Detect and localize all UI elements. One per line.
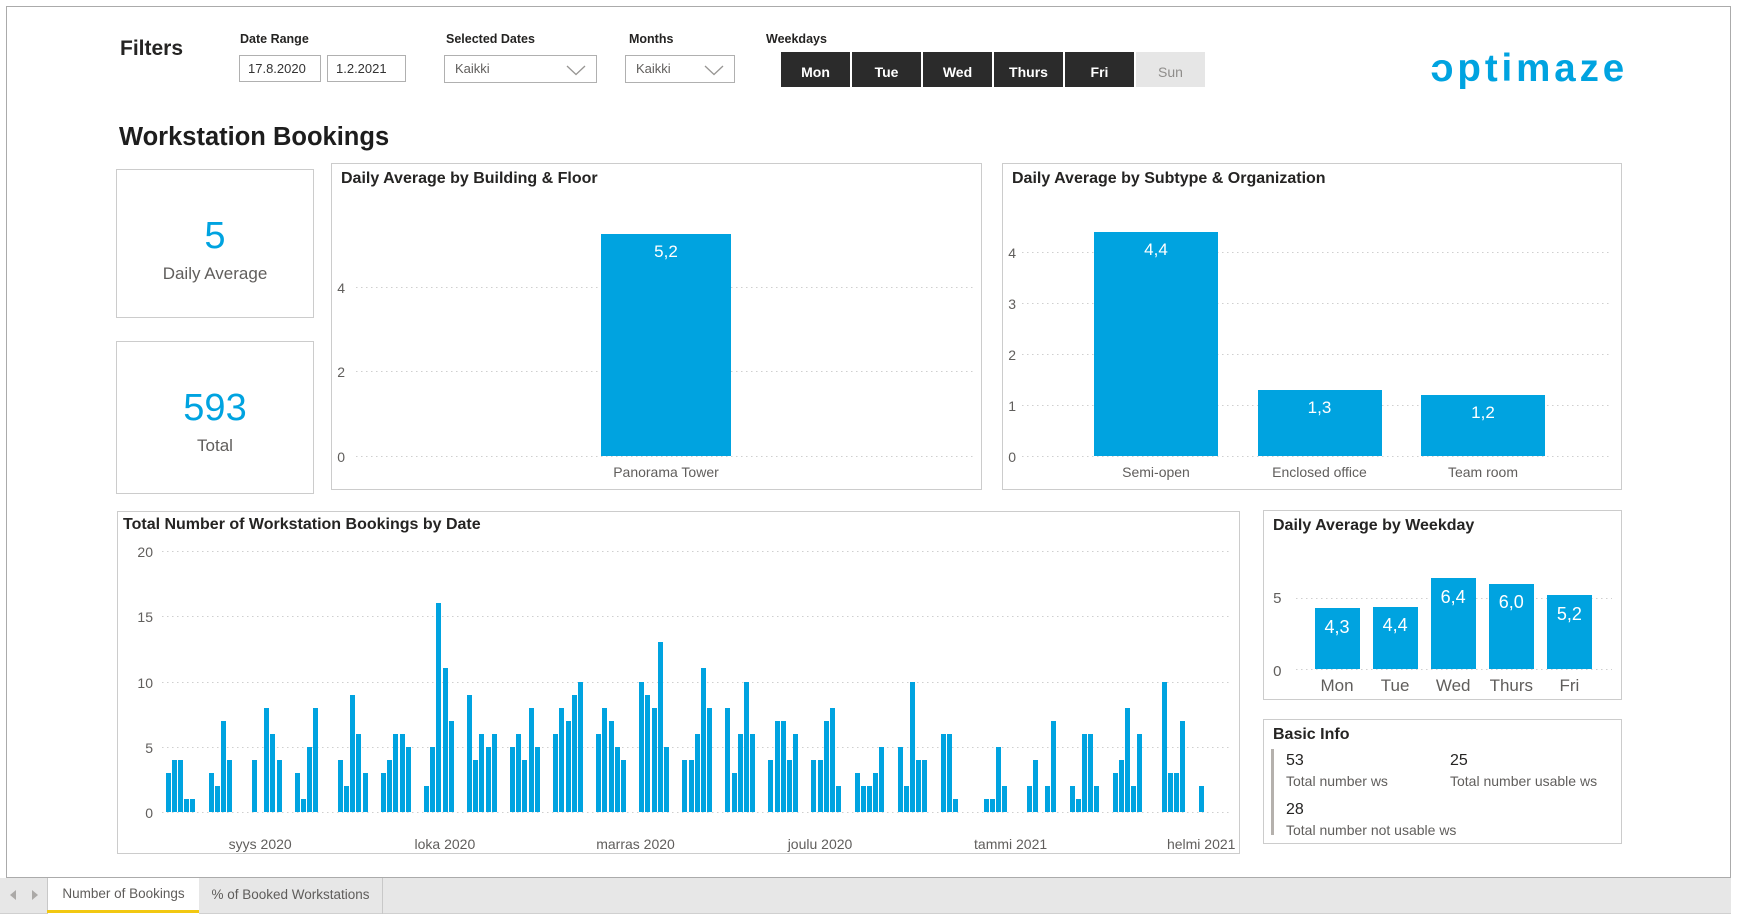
svg-text:optimaze: optimaze <box>1430 47 1628 90</box>
